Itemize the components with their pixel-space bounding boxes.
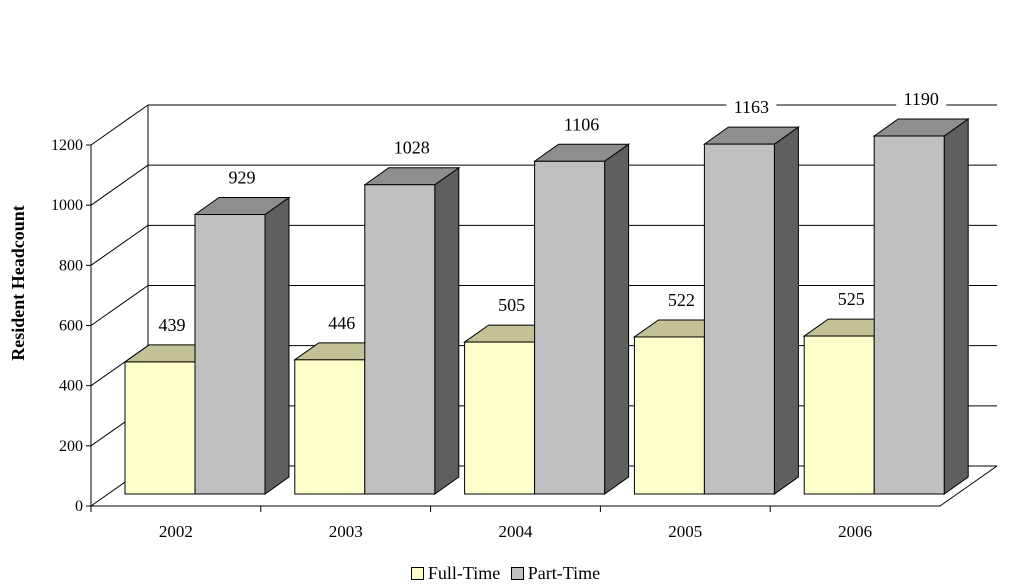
y-tick-label: 400 xyxy=(59,378,83,395)
bar-side-part-time xyxy=(943,118,969,495)
bar-full-time-2002 xyxy=(124,361,196,495)
floor-edge xyxy=(939,465,998,507)
y-axis-title: Resident Headcount xyxy=(8,205,28,361)
bar-side-part-time xyxy=(264,196,290,495)
bar-part-time-2002 xyxy=(194,214,266,495)
bar-part-time-2003 xyxy=(364,184,436,495)
bar-part-time-2005 xyxy=(703,143,775,495)
bar-full-time-2006 xyxy=(803,335,875,495)
data-label: 1028 xyxy=(394,138,430,158)
data-label-bg xyxy=(386,136,437,159)
grid-diagonal xyxy=(90,285,149,326)
grid-diagonal xyxy=(90,224,149,266)
x-tick-label: 2005 xyxy=(668,522,702,541)
y-tick-label: 1200 xyxy=(51,137,83,154)
data-label-bg xyxy=(896,88,947,111)
x-tick-label: 2003 xyxy=(329,522,363,541)
data-label: 525 xyxy=(838,289,865,309)
data-label-bg xyxy=(831,288,872,311)
bar-part-time-2006 xyxy=(873,135,945,495)
y-tick-label: 200 xyxy=(59,438,83,455)
data-label: 1163 xyxy=(734,97,769,117)
x-tick-label: 2004 xyxy=(499,522,534,541)
data-label: 929 xyxy=(229,168,256,188)
data-label: 1190 xyxy=(904,89,939,109)
data-label-bg xyxy=(661,288,702,311)
y-tick-label: 600 xyxy=(59,318,83,335)
data-label: 522 xyxy=(668,290,695,310)
legend-label-full-time: Full-Time xyxy=(427,563,501,583)
bar-side-part-time xyxy=(604,143,630,495)
y-tick-label: 1000 xyxy=(51,197,83,214)
bar-full-time-2005 xyxy=(633,336,705,495)
data-label-bg xyxy=(726,96,777,119)
bar-side-part-time xyxy=(773,126,799,495)
grid-diagonal xyxy=(90,164,149,206)
data-label: 439 xyxy=(159,315,186,335)
data-label: 1106 xyxy=(564,114,599,134)
data-label-bg xyxy=(321,311,362,334)
data-label-bg xyxy=(152,313,192,336)
y-tick-label: 0 xyxy=(75,498,83,515)
data-label: 446 xyxy=(328,313,355,333)
x-tick-label: 2002 xyxy=(159,522,193,541)
legend-swatch-part-time xyxy=(510,567,524,580)
data-label: 505 xyxy=(498,295,525,315)
legend-swatch-full-time xyxy=(410,567,424,580)
bar-part-time-2004 xyxy=(534,160,606,495)
x-tick-label: 2006 xyxy=(838,522,872,541)
data-label-bg xyxy=(222,166,262,189)
grid-diagonal xyxy=(90,104,149,146)
data-label-bg xyxy=(556,113,607,136)
bar-full-time-2003 xyxy=(294,359,366,495)
bar-full-time-2004 xyxy=(464,341,536,495)
data-label-bg xyxy=(491,294,532,317)
legend-item-full-time: Full-Time xyxy=(410,563,501,584)
y-tick-label: 800 xyxy=(59,257,83,274)
legend-label-part-time: Part-Time xyxy=(527,563,601,583)
legend-item-part-time: Part-Time xyxy=(510,563,601,584)
legend: Full-Time Part-Time xyxy=(0,563,1011,585)
bar-side-part-time xyxy=(434,166,460,495)
